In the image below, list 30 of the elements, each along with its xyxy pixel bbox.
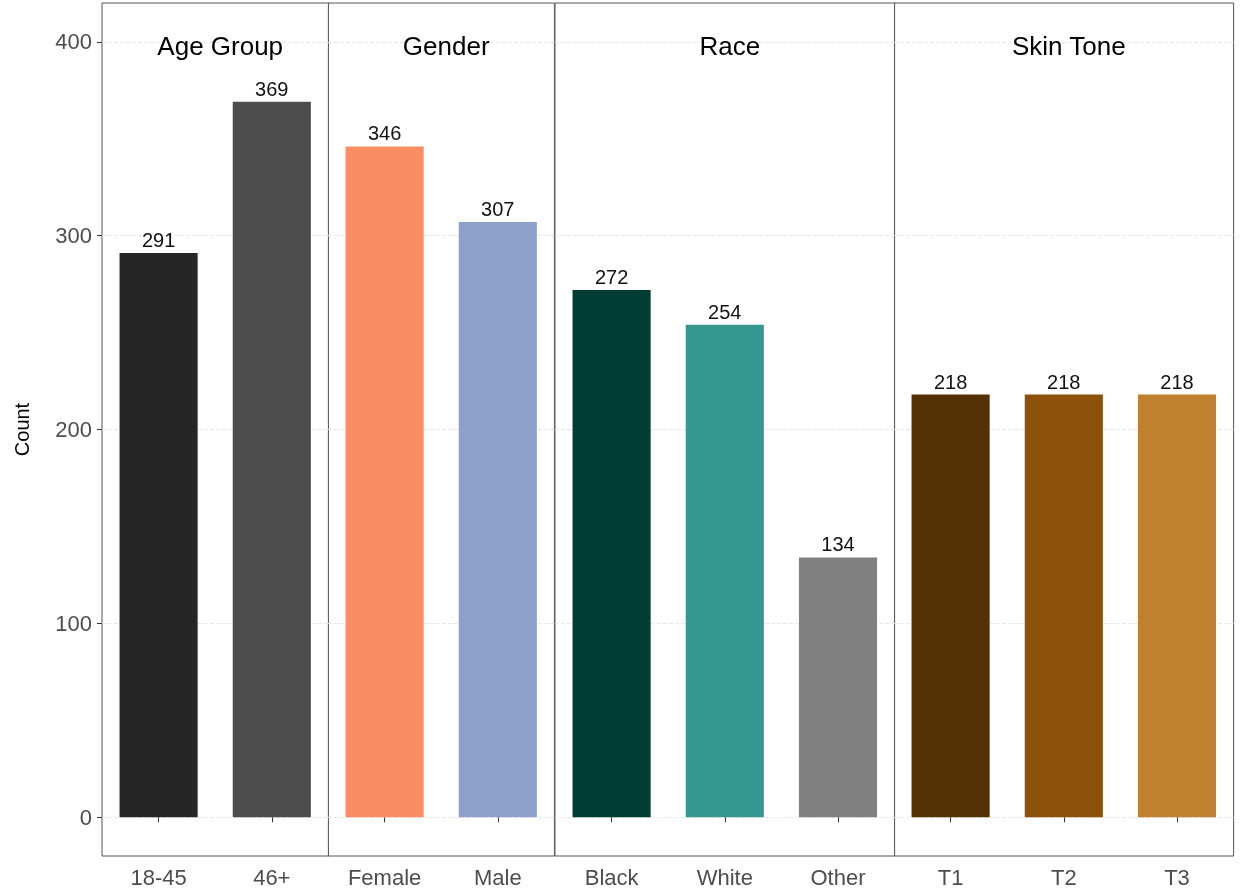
x-tick-label: Male (474, 864, 523, 888)
x-tick-label: Female (348, 864, 422, 888)
y-tick-label: 200 (55, 417, 92, 442)
data-label: 291 (141, 229, 176, 252)
data-label: 218 (1047, 370, 1081, 393)
data-label: 369 (255, 77, 289, 100)
x-tick-label: 46+ (253, 864, 291, 888)
x-tick-label: 18-45 (130, 864, 187, 888)
x-tick-label: T3 (1164, 864, 1191, 888)
data-label: 307 (481, 198, 515, 221)
text: Skin Tone (1012, 31, 1127, 61)
text: Race (699, 31, 760, 61)
text: Gender (403, 31, 491, 61)
y-tick-label: 100 (55, 610, 92, 636)
y-axis-title: Count (11, 402, 33, 457)
data-label: 272 (594, 265, 629, 288)
x-tick-label: Other (810, 864, 866, 888)
x-tick-label: Black (584, 864, 640, 888)
data-label: 346 (368, 122, 402, 145)
text: Age Group (157, 31, 284, 61)
data-label: 218 (934, 370, 968, 393)
y-tick-label: 400 (55, 29, 92, 55)
data-label: 218 (1160, 370, 1195, 393)
y-tick-label: 300 (55, 223, 92, 249)
x-tick-label: T2 (1051, 864, 1078, 888)
data-label: 254 (707, 300, 742, 323)
y-tick-label: 0 (79, 804, 92, 830)
x-tick-label: White (696, 864, 753, 888)
x-tick-label: T1 (938, 864, 964, 888)
data-label: 134 (821, 533, 855, 556)
